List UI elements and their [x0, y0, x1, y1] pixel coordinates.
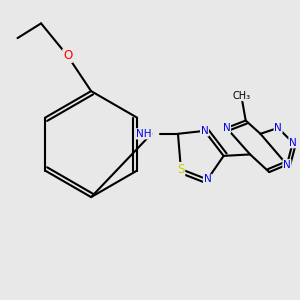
Text: O: O [63, 49, 72, 62]
Text: N: N [203, 174, 211, 184]
Text: N: N [223, 123, 230, 133]
Text: S: S [177, 163, 184, 176]
Text: N: N [274, 123, 282, 133]
Text: N: N [289, 138, 297, 148]
Text: CH₃: CH₃ [232, 91, 250, 100]
Text: N: N [283, 160, 291, 170]
Text: NH: NH [136, 129, 152, 139]
Text: N: N [201, 126, 208, 136]
